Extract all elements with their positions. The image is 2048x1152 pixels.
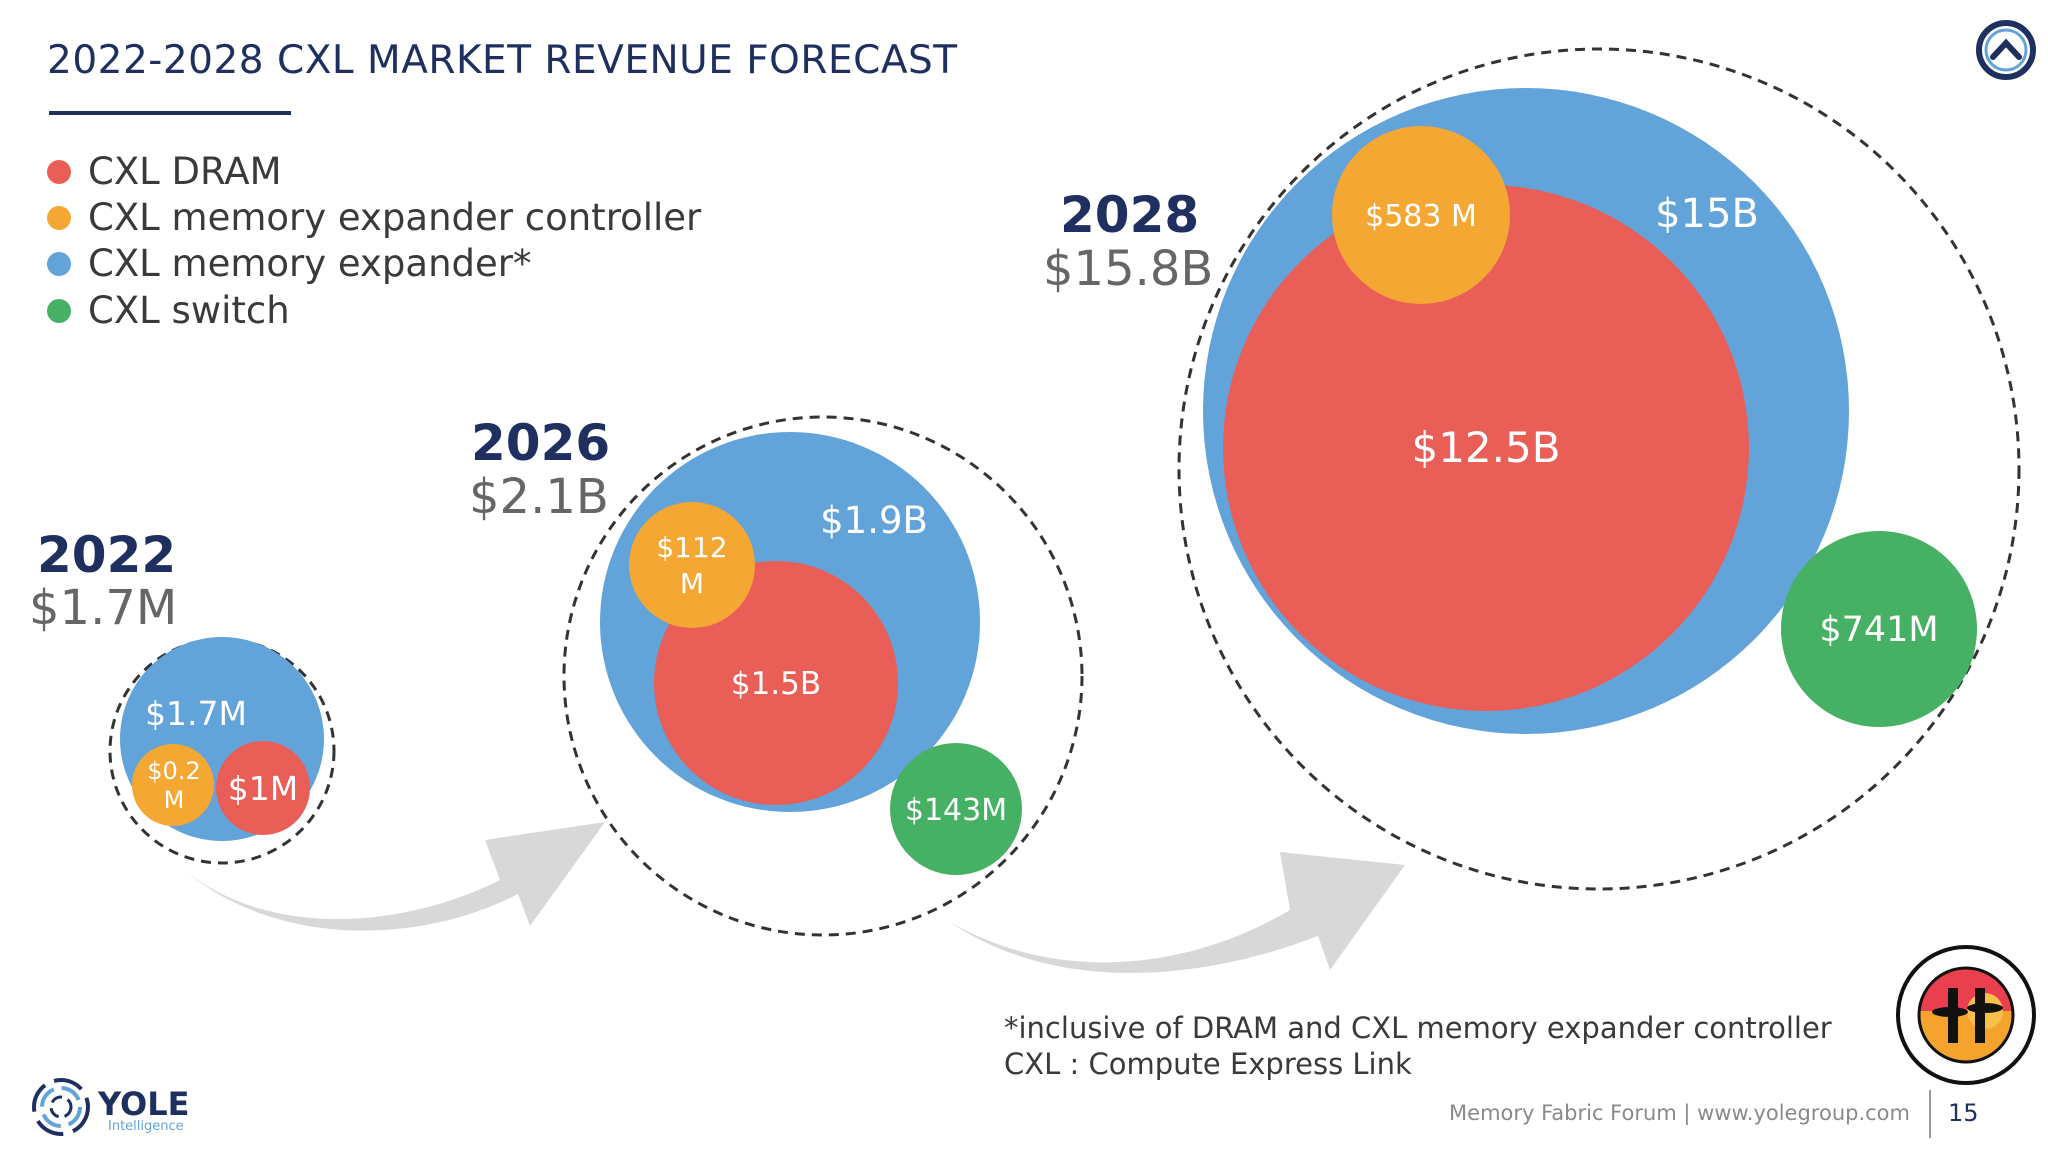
chevron-up-circle-icon[interactable]	[1976, 20, 2036, 80]
bubble-controller-2022	[132, 744, 214, 826]
dashed-boundary-2028	[1177, 47, 2021, 891]
orange-dot-icon	[47, 205, 71, 230]
legend-item-controller: CXL memory expander controller	[47, 196, 701, 239]
dashed-boundary-2026	[562, 415, 1084, 937]
value-controller-2022-l2: M	[164, 786, 185, 814]
year-2028-label: 2028	[1060, 186, 1200, 244]
value-expander-2026: $1.9B	[820, 499, 928, 542]
page-number: 15	[1948, 1099, 1979, 1127]
value-dram-2028: $12.5B	[1411, 423, 1560, 472]
footnote-line-2: CXL : Compute Express Link	[1004, 1047, 1412, 1081]
blue-dot-icon	[47, 251, 71, 276]
value-expander-2028: $15B	[1655, 191, 1759, 237]
yole-logo: YOLE Intelligence	[32, 1078, 189, 1136]
total-2028: $15.8B	[1043, 241, 1214, 297]
arrow-2026-2028	[950, 852, 1405, 973]
value-controller-2026-l1: $112	[656, 531, 727, 564]
legend-label: CXL memory expander controller	[88, 196, 702, 239]
year-2026-label: 2026	[471, 414, 611, 472]
bubble-switch-2026	[890, 743, 1022, 875]
bubble-dram-2028	[1223, 185, 1749, 711]
bubble-switch-2028	[1781, 531, 1977, 727]
value-expander-2022: $1.7M	[145, 694, 247, 733]
title-underline	[49, 111, 291, 115]
value-controller-2028: $583 M	[1365, 199, 1477, 234]
value-controller-2026-l2: M	[680, 567, 704, 600]
arrow-2022-2026	[175, 822, 605, 931]
legend-item-expander: CXL memory expander*	[47, 242, 532, 285]
yole-logo-subtext: Intelligence	[108, 1119, 184, 1134]
legend-label: CXL DRAM	[88, 150, 282, 193]
bubble-controller-2028	[1332, 126, 1510, 304]
green-dot-icon	[47, 298, 71, 323]
bubble-dram-2022	[216, 741, 310, 835]
value-dram-2022: $1M	[228, 769, 298, 808]
footer-source: Memory Fabric Forum | www.yolegroup.com	[1449, 1101, 1910, 1125]
footer-divider	[1929, 1090, 1931, 1138]
memory-fabric-forum-logo	[1896, 945, 2036, 1085]
footnote-line-1: *inclusive of DRAM and CXL memory expand…	[1004, 1011, 1832, 1045]
value-switch-2026: $143M	[905, 793, 1007, 828]
footnote: *inclusive of DRAM and CXL memory expand…	[1004, 1010, 1832, 1082]
page-title: 2022-2028 CXL MARKET REVENUE FORECAST	[47, 38, 958, 83]
value-controller-2022-l1: $0.2	[147, 757, 200, 785]
year-2022-label: 2022	[37, 526, 177, 584]
legend-label: CXL switch	[88, 289, 290, 332]
legend-item-switch: CXL switch	[47, 289, 290, 332]
legend-label: CXL memory expander*	[88, 242, 532, 285]
bubble-controller-2026	[629, 502, 755, 628]
red-dot-icon	[47, 159, 71, 184]
yole-logo-text: YOLE	[97, 1085, 189, 1123]
total-2026: $2.1B	[469, 469, 609, 525]
value-dram-2026: $1.5B	[731, 666, 821, 702]
legend-item-dram: CXL DRAM	[47, 150, 282, 193]
value-switch-2028: $741M	[1819, 610, 1938, 650]
total-2022: $1.7M	[29, 580, 178, 636]
